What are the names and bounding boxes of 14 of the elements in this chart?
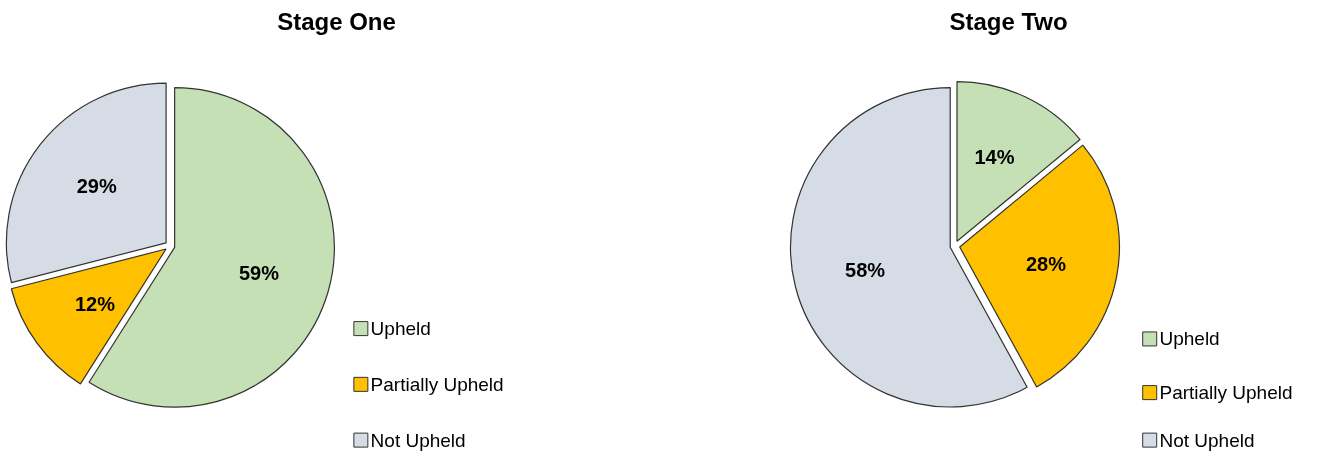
data-label: 59% xyxy=(238,262,280,285)
data-label: 28% xyxy=(1025,253,1067,276)
legend-label: Partially Upheld xyxy=(370,373,504,395)
legend-label: Upheld xyxy=(1159,328,1220,350)
legend-label: Upheld xyxy=(370,318,431,340)
chart-title: Stage One xyxy=(277,7,396,35)
legend-label: Not Upheld xyxy=(370,429,466,451)
data-label: 14% xyxy=(974,146,1015,169)
data-label: 12% xyxy=(74,292,116,315)
chart-title: Stage Two xyxy=(949,7,1068,35)
data-label: 58% xyxy=(845,259,886,282)
legend-label: Partially Upheld xyxy=(1159,382,1293,404)
data-label: 29% xyxy=(76,174,117,197)
legend-label: Not Upheld xyxy=(1159,429,1255,451)
